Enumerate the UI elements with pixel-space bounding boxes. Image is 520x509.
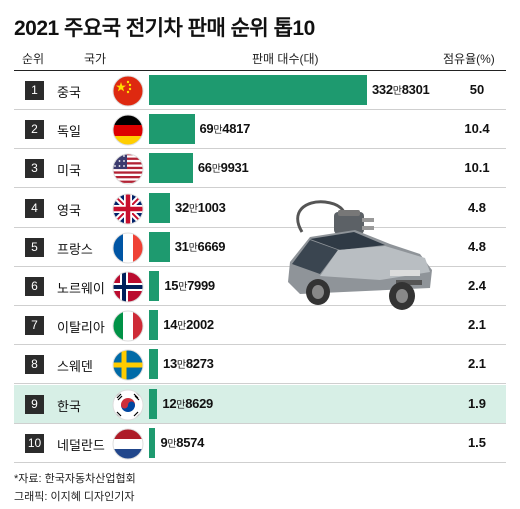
header-country: 국가	[84, 52, 107, 66]
row-divider	[14, 226, 506, 228]
sales-value: 66만9931	[197, 160, 249, 176]
flag-se-icon	[112, 349, 144, 381]
sales-bar	[149, 310, 159, 341]
share-value: 2.4	[467, 278, 487, 293]
table-row: 7 이탈리아 14만2002 2.1	[14, 306, 506, 346]
row-divider	[14, 187, 506, 189]
rank-badge: 7	[25, 316, 44, 336]
share-value: 4.8	[467, 238, 487, 254]
rank-badge: 8	[25, 355, 44, 375]
table-row: 10 네덜란드 9만8574 1.5	[14, 424, 506, 463]
country-label: 이탈리아	[57, 320, 105, 336]
header-rank: 순위	[22, 52, 45, 66]
share-value: 2.1	[467, 317, 487, 333]
table-row: 8 스웨덴 13만8273 2.1	[14, 345, 506, 385]
table-row: 9 한국 12만8629 1.9	[14, 384, 506, 424]
sales-bar	[149, 388, 158, 419]
rank-badge: 5	[25, 237, 44, 257]
share-value: 50	[469, 82, 485, 97]
row-divider	[14, 422, 506, 424]
country-label: 독일	[57, 124, 81, 140]
sales-bar	[149, 231, 170, 262]
sales-bar	[149, 349, 159, 380]
rank-badge: 6	[25, 277, 44, 296]
table-row: 4 영국 32만1003 4.8	[14, 189, 506, 228]
rank-badge: 4	[25, 198, 44, 218]
country-label: 영국	[57, 202, 81, 218]
row-divider	[14, 461, 506, 463]
sales-value: 31만6669	[174, 238, 226, 254]
sales-bar	[149, 427, 156, 458]
flag-fr-icon	[112, 232, 144, 264]
table-row: 6 노르웨이 15만7999 2.4	[14, 267, 506, 306]
flag-us-icon	[112, 153, 144, 185]
share-value: 1.5	[467, 434, 487, 450]
row-divider	[14, 109, 506, 110]
rank-badge: 9	[25, 394, 44, 414]
rank-badge: 10	[25, 433, 44, 453]
header-sales: 판매 대수(대)	[252, 52, 319, 66]
sales-bar	[149, 153, 193, 184]
share-value: 1.9	[467, 395, 487, 411]
country-label: 중국	[57, 85, 81, 100]
row-divider	[14, 305, 506, 306]
share-value: 2.1	[467, 356, 487, 372]
rank-badge: 1	[25, 81, 44, 100]
table-row: 1 중국 332만8301 50	[14, 71, 506, 110]
share-value: 4.8	[467, 199, 487, 215]
flag-no-icon	[112, 271, 144, 303]
sales-bar	[149, 114, 195, 145]
electric-car-plug-icon	[288, 200, 432, 310]
sales-value: 14만2002	[163, 317, 214, 333]
column-header-row: 순위 국가 판매 대수(대) 점유율(%)	[0, 48, 520, 68]
table-row: 5 프랑스 31만6669 4.8	[14, 228, 506, 267]
table-row: 2 독일 69만4817 10.4	[14, 110, 506, 150]
share-value: 10.4	[464, 121, 490, 137]
sales-value: 332만8301	[372, 82, 430, 97]
sales-value: 13만8273	[163, 356, 214, 372]
sales-value: 32만1003	[175, 199, 226, 215]
header-divider	[14, 70, 506, 71]
rank-badge: 3	[25, 159, 44, 179]
graphic-credit: 그래픽: 이지혜 디자인기자	[14, 491, 135, 503]
sales-bar	[149, 192, 171, 223]
table-row: 3 미국 66만9931 10.1	[14, 149, 506, 189]
rank-badge: 2	[25, 120, 44, 140]
flag-nl-icon	[112, 428, 144, 460]
country-label: 스웨덴	[57, 359, 93, 375]
country-label: 네덜란드	[57, 437, 105, 453]
row-divider	[14, 265, 506, 267]
share-value: 10.1	[464, 160, 490, 176]
sales-value: 12만8629	[162, 395, 213, 411]
page-title: 2021 주요국 전기차 판매 순위 톱10	[14, 17, 315, 40]
country-label: 미국	[57, 163, 81, 179]
flag-de-icon	[112, 114, 144, 146]
country-label: 한국	[57, 398, 81, 414]
sales-value: 9만8574	[160, 434, 205, 450]
flag-it-icon	[112, 310, 144, 342]
header-share: 점유율(%)	[443, 52, 495, 66]
row-divider	[14, 383, 506, 385]
sales-bar	[149, 271, 160, 301]
flag-kr-icon	[112, 389, 144, 421]
country-label: 노르웨이	[57, 281, 105, 296]
flag-cn-icon	[112, 75, 144, 107]
flag-uk-icon	[112, 193, 144, 225]
sales-value: 15만7999	[164, 278, 215, 293]
country-label: 프랑스	[57, 241, 93, 257]
source-note: *자료: 한국자동차산업협회	[14, 473, 136, 485]
sales-value: 69만4817	[199, 121, 251, 137]
row-divider	[14, 148, 506, 150]
sales-bar	[149, 75, 367, 105]
row-divider	[14, 344, 506, 346]
